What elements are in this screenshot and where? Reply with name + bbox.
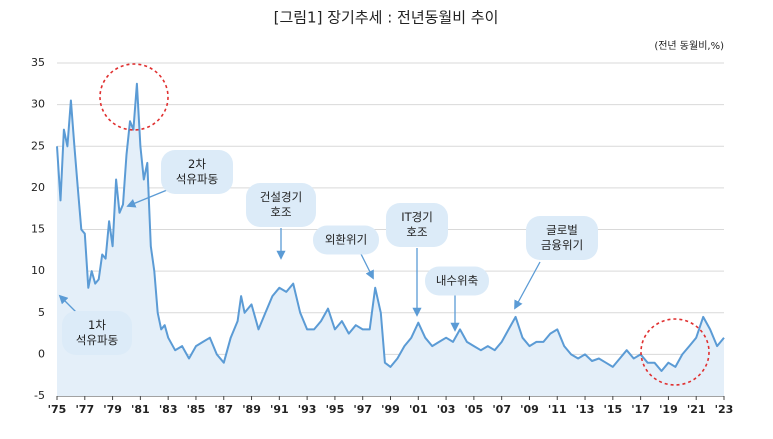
x-tick-label: '13 [576, 403, 595, 416]
x-tick-label: '91 [270, 403, 289, 416]
y-tick-label: 30 [31, 98, 45, 111]
annotation-text: 1차 [88, 318, 106, 332]
x-tick-label: '99 [381, 403, 400, 416]
y-tick-label: 5 [38, 306, 45, 319]
highlight-circle [99, 63, 169, 131]
unit-label: (전년 동월비,%) [654, 40, 724, 52]
area [57, 83, 724, 397]
annotation-bubble [161, 150, 233, 194]
x-tick-label: '85 [187, 403, 206, 416]
annotation-bubble [386, 203, 448, 247]
x-tick-label: '09 [520, 403, 539, 416]
x-tick-label: '01 [409, 403, 428, 416]
x-tick-label: '89 [242, 403, 261, 416]
annotation-text: 석유파동 [76, 333, 118, 347]
x-tick-label: '15 [603, 403, 622, 416]
highlight-circle [640, 318, 710, 386]
annotation-bubble [526, 216, 598, 260]
y-tick-label: -5 [34, 389, 45, 402]
annotation-text: 글로벌 [546, 223, 578, 237]
x-tick-label: '87 [214, 403, 233, 416]
x-tick-label: '79 [103, 403, 122, 416]
y-tick-label: 15 [31, 223, 45, 236]
x-tick-label: '21 [687, 403, 706, 416]
annotation-text: 2차 [188, 157, 206, 171]
y-tick-label: 35 [31, 56, 45, 69]
annotation-text: 호조 [270, 205, 291, 219]
annotation-arrow [359, 251, 374, 280]
annotation-text: 외환위기 [325, 233, 367, 247]
x-tick-label: '17 [631, 403, 650, 416]
x-tick-label: '03 [437, 403, 456, 416]
annotation-text: 내수위축 [436, 274, 478, 288]
annotation-text: IT경기 [401, 210, 433, 224]
x-tick-label: '97 [353, 403, 372, 416]
x-tick-label: '19 [659, 403, 678, 416]
x-tick-label: '07 [492, 403, 511, 416]
y-tick-label: 20 [31, 181, 45, 194]
annotation-text: 석유파동 [176, 172, 218, 186]
x-tick-label: '95 [326, 403, 345, 416]
x-tick-label: '75 [48, 403, 67, 416]
y-tick-label: 10 [31, 264, 45, 277]
annotation-arrow [126, 187, 173, 208]
annotation-text: 금융위기 [541, 238, 583, 252]
annotation-arrow [514, 261, 541, 310]
y-tick-label: 25 [31, 139, 45, 152]
x-tick-label: '93 [298, 403, 317, 416]
annotation-text: 호조 [406, 225, 427, 239]
y-tick-label: 0 [38, 347, 45, 360]
x-tick-label: '05 [465, 403, 484, 416]
annotation-text: 건설경기 [260, 190, 302, 204]
x-tick-label: '23 [715, 403, 734, 416]
annotation-bubble [425, 266, 489, 296]
x-tick-label: '77 [75, 403, 94, 416]
annotation-bubble [246, 183, 316, 227]
line [56, 82, 725, 372]
x-tick-label: '81 [131, 403, 150, 416]
x-tick-label: '83 [159, 403, 178, 416]
chart-title: [그림1] 장기추세 : 전년동월비 추이 [274, 9, 499, 27]
x-tick-label: '11 [548, 403, 567, 416]
annotation-bubble [313, 225, 379, 255]
annotation-bubble [62, 311, 132, 355]
